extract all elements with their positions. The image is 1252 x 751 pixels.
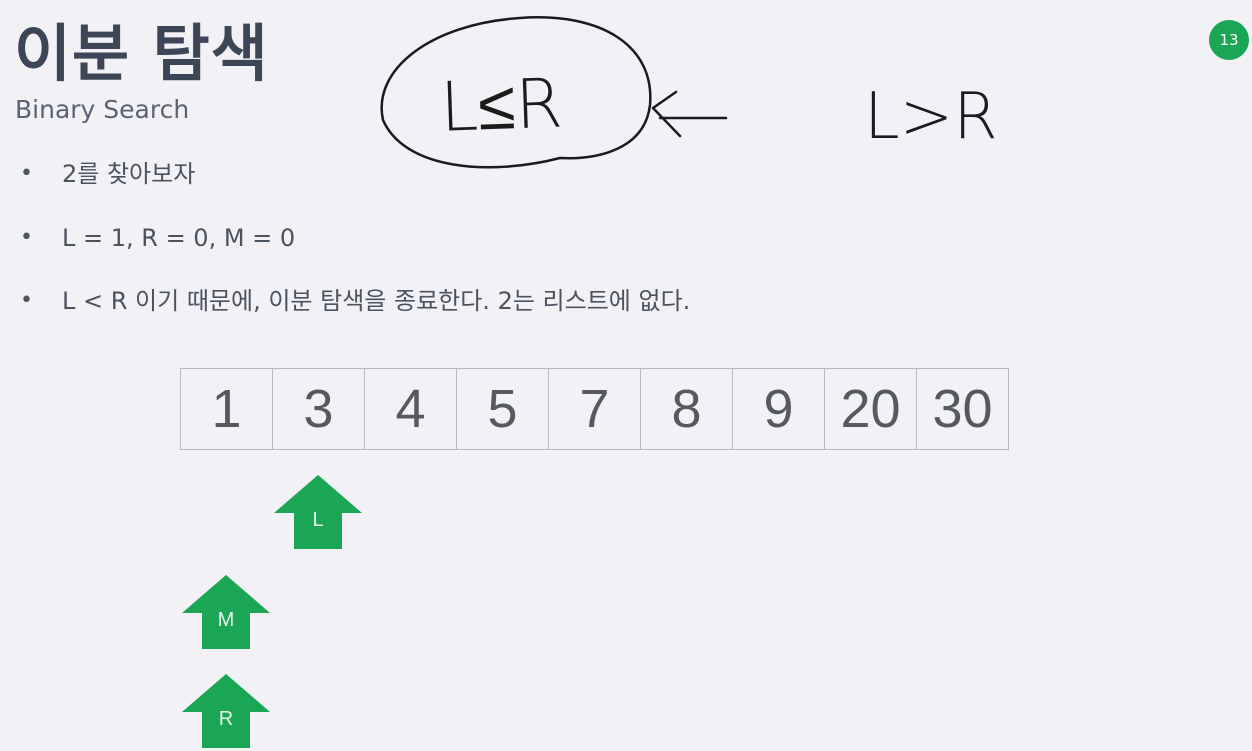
page-number-badge: 13 [1209,20,1249,60]
array-cell: 30 [917,368,1009,450]
annotation-right: L>R [864,80,998,154]
bullet-dot-icon: • [20,225,33,250]
array-row: 1 3 4 5 7 8 9 20 30 [180,368,1009,450]
pointer-label: M [217,609,235,631]
bullet-dot-icon: • [20,288,33,313]
array-cell: 4 [365,368,457,450]
array-cell: 20 [825,368,917,450]
annotation-left: L≤R [439,65,564,148]
pointer-r: R [180,674,272,750]
arrow-up-icon [182,674,270,748]
pointer-label: L [312,509,324,531]
bullet-text: L < R 이기 때문에, 이분 탐색을 종료한다. 2는 리스트에 없다. [62,287,691,315]
arrow-up-icon [274,475,362,549]
bullet-text: L = 1, R = 0, M = 0 [62,224,296,252]
bullet-text: 2를 찾아보자 [62,160,196,188]
circle-ink-icon [380,16,652,169]
array-cell: 7 [549,368,641,450]
arrow-up-icon [182,575,270,649]
array-cell: 5 [457,368,549,450]
slide-subtitle: Binary Search [15,95,190,124]
array-cell: 9 [733,368,825,450]
pointer-l: L [272,475,364,551]
pointer-m: M [180,575,272,651]
bullet-dot-icon: • [20,161,33,186]
slide-title: 이분 탐색 [14,17,269,90]
array-cell: 8 [641,368,733,450]
pointer-label: R [218,708,234,730]
arrow-left-ink-icon [651,90,728,138]
array-cell: 1 [181,368,273,450]
array-cell: 3 [273,368,365,450]
